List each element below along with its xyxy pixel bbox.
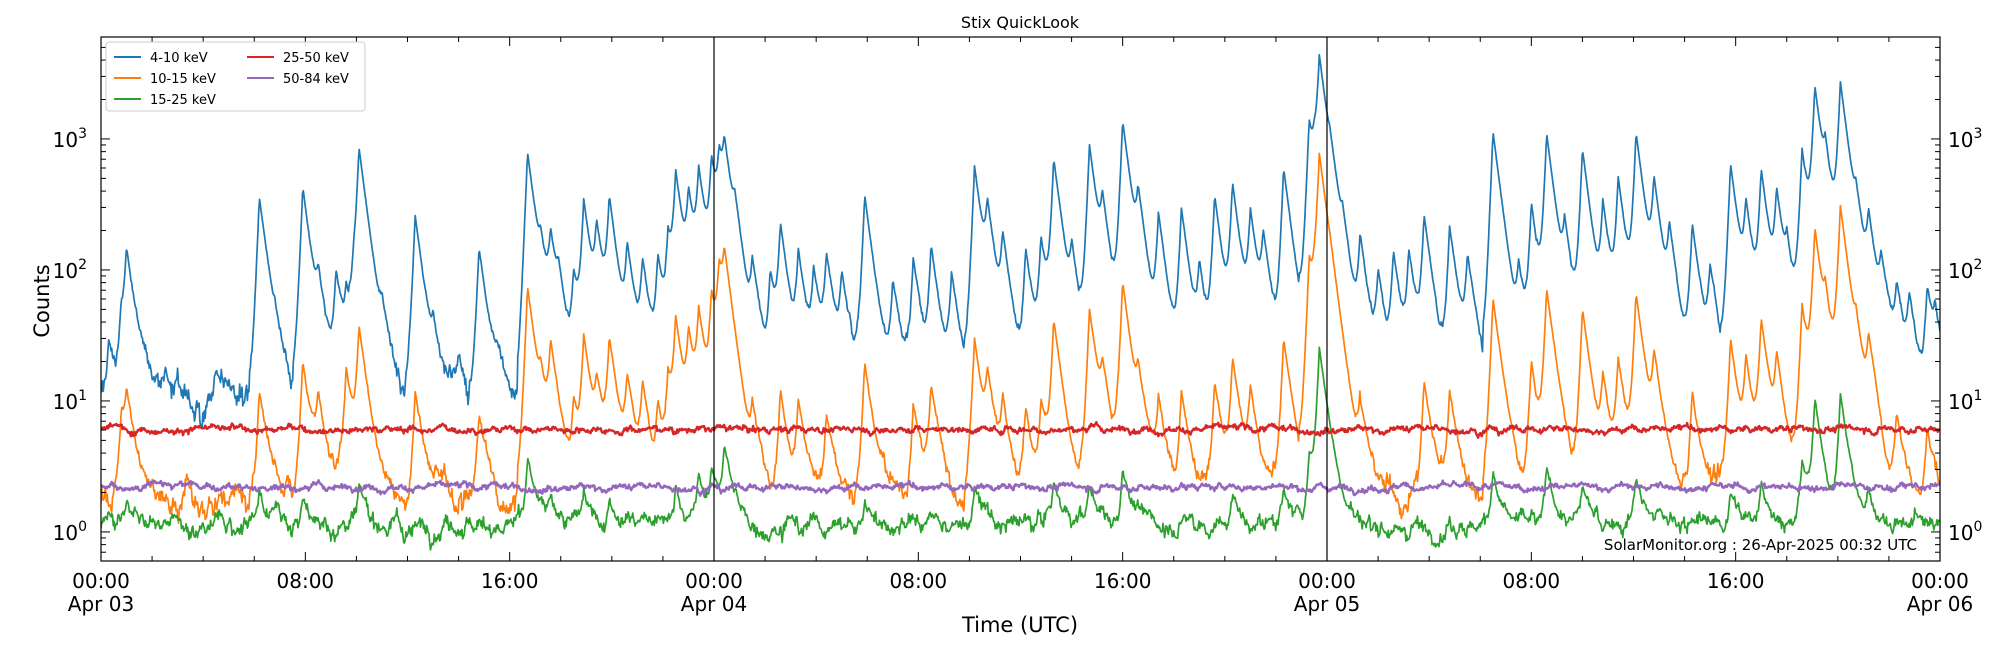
chart-title: Stix QuickLook [961, 13, 1080, 32]
x-tick-label-time: 08:00 [277, 569, 335, 593]
x-axis-title: Time (UTC) [961, 613, 1078, 637]
legend: 4-10 keV 10-15 keV 15-25 keV 25-50 keV 50-84… [105, 41, 366, 112]
x-tick-label-date: Apr 03 [68, 592, 134, 616]
source-annotation: SolarMonitor.org : 26-Apr-2025 00:32 UTC [1604, 536, 1917, 554]
x-tick-label-time: 16:00 [1707, 569, 1765, 593]
plot-frame [100, 36, 1941, 562]
x-tick-label-time: 16:00 [1094, 569, 1152, 593]
series-line-4-10-kev [101, 53, 1940, 430]
y-tick-label: 100 [53, 519, 87, 545]
x-tick-label-time: 00:00 [1911, 569, 1969, 593]
x-tick-label-time: 08:00 [1503, 569, 1561, 593]
y-tick-label-right: 101 [1948, 388, 1982, 414]
legend-box [105, 41, 366, 112]
y-tick-label-right: 100 [1948, 519, 1982, 545]
series-layer [101, 53, 1940, 551]
x-tick-label-date: Apr 05 [1294, 592, 1360, 616]
y-tick-label: 101 [53, 388, 87, 414]
x-tick-label-time: 00:00 [1298, 569, 1356, 593]
x-tick-label-time: 00:00 [685, 569, 743, 593]
y-tick-label-right: 102 [1948, 257, 1982, 283]
legend-label: 50-84 keV [283, 72, 349, 87]
y-tick-label: 103 [53, 126, 87, 152]
legend-label: 15-25 keV [150, 93, 216, 108]
y-tick-label-right: 103 [1948, 126, 1982, 152]
x-tick-label-date: Apr 04 [681, 592, 747, 616]
series-line-15-25-kev [101, 346, 1940, 551]
legend-label: 25-50 keV [283, 51, 349, 66]
series-line-10-15-kev [101, 152, 1940, 525]
series-line-50-84-kev [101, 479, 1940, 497]
legend-label: 10-15 keV [150, 72, 216, 87]
y-axis-title: Counts [30, 264, 54, 337]
series-line-25-50-kev [101, 421, 1940, 439]
x-tick-label-date: Apr 06 [1907, 592, 1973, 616]
x-tick-label-time: 00:00 [72, 569, 130, 593]
x-tick-label-time: 08:00 [890, 569, 948, 593]
x-tick-label-time: 16:00 [481, 569, 539, 593]
legend-label: 4-10 keV [150, 51, 208, 66]
y-tick-label: 102 [53, 257, 87, 283]
